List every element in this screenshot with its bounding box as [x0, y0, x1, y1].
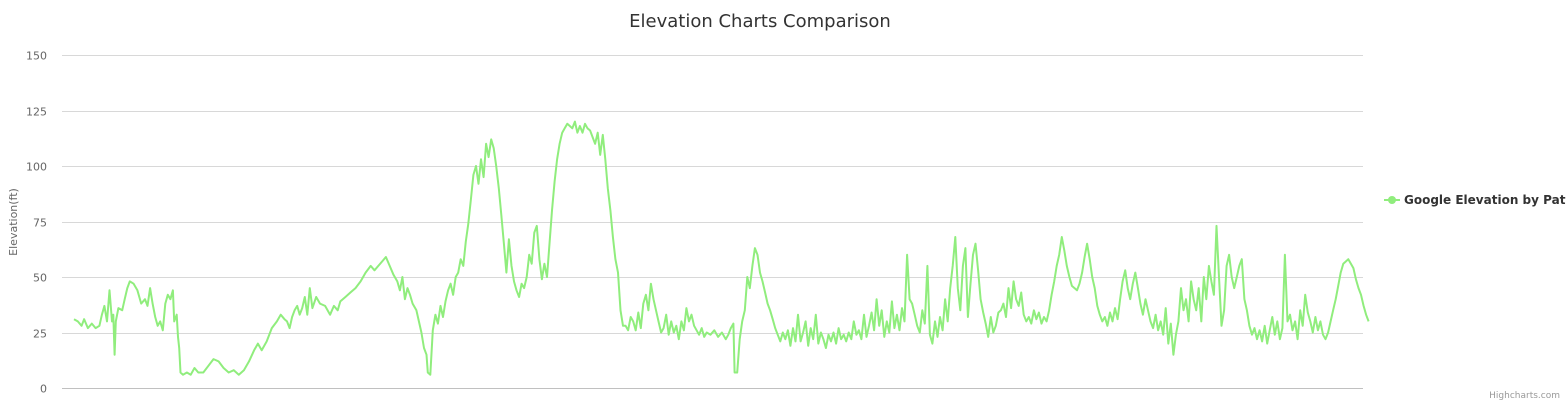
y-tick-label: 150: [26, 50, 47, 63]
y-tick-labels: 0 25 50 75 100 125 150: [26, 50, 47, 396]
legend[interactable]: Google Elevation by Path: [1384, 193, 1566, 207]
y-tick-label: 25: [33, 328, 47, 341]
credits-link[interactable]: Highcharts.com: [1489, 391, 1560, 401]
legend-marker-icon: [1388, 196, 1396, 204]
y-tick-label: 100: [26, 161, 47, 174]
y-tick-label: 125: [26, 106, 47, 119]
y-grid-lines: [62, 55, 1363, 389]
y-tick-label: 75: [33, 217, 47, 230]
y-tick-label: 0: [40, 383, 47, 396]
series-layer: [73, 120, 1370, 376]
legend-item-label[interactable]: Google Elevation by Path: [1404, 193, 1566, 207]
y-axis-title: Elevation(ft): [7, 188, 20, 256]
chart-title: Elevation Charts Comparison: [629, 11, 891, 32]
y-tick-label: 50: [33, 272, 47, 285]
series-line-0[interactable]: [73, 120, 1370, 376]
